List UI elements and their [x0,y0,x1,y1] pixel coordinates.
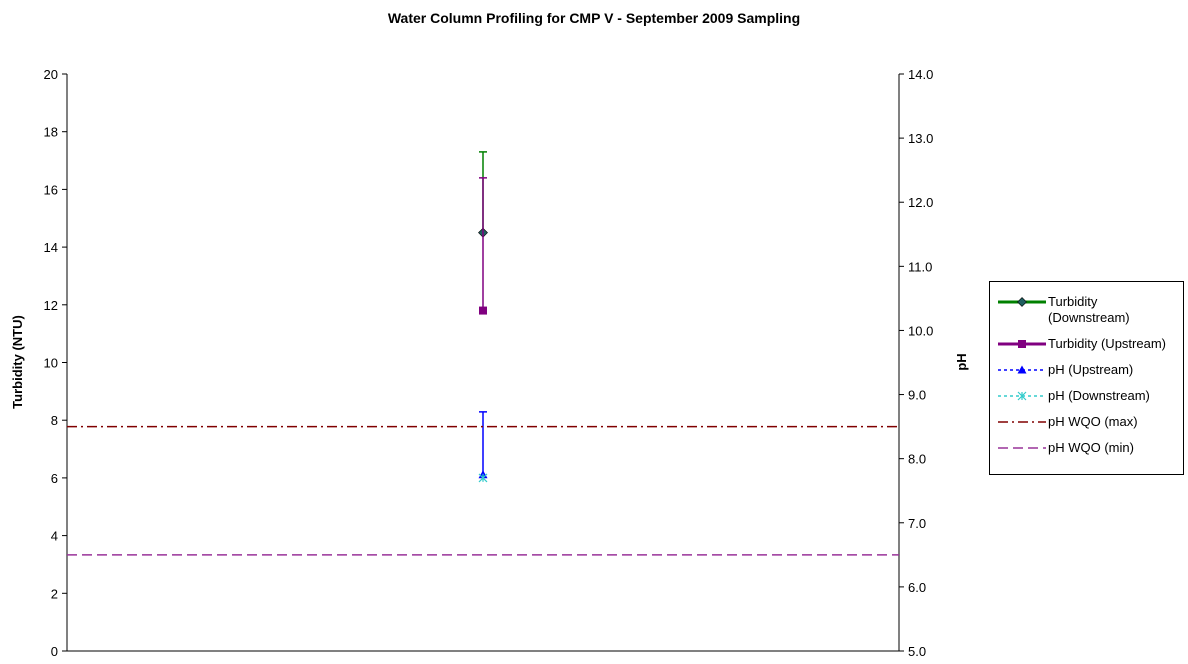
y-tick-label: 20 [44,67,58,82]
y2-tick-label: 8.0 [908,452,926,467]
marker [1017,297,1027,307]
legend-swatch [998,365,1046,374]
y-tick-label: 4 [51,529,58,544]
legend-label: Turbidity (Upstream) [1048,336,1166,351]
legend-swatch [998,391,1046,401]
legend-label: pH (Upstream) [1048,362,1134,377]
legend-swatch [998,421,1046,423]
y2-tick-label: 9.0 [908,388,926,403]
legend-swatch [998,447,1046,449]
y2-tick-label: 14.0 [908,67,933,82]
y-tick-label: 6 [51,471,58,486]
marker [478,473,488,483]
legend-entry: Turbidity (Upstream) [994,336,1183,352]
y-axis-label: Turbidity (NTU) [10,315,25,409]
y2-axis-label: pH [954,353,969,370]
y2-tick-label: 10.0 [908,323,933,338]
marker [1018,340,1026,348]
y2-tick-label: 5.0 [908,644,926,659]
y-tick-label: 18 [44,125,58,140]
legend-label: pH WQO (min) [1048,440,1134,455]
y-tick-label: 8 [51,413,58,428]
y-tick-label: 0 [51,644,58,659]
marker [479,306,487,315]
y2-tick-label: 7.0 [908,516,926,531]
y-tick-label: 12 [44,298,58,313]
y2-tick-label: 6.0 [908,580,926,595]
legend-label: Turbidity (Downstream) [1048,294,1130,325]
marker [1017,391,1027,401]
y-tick-label: 14 [44,240,58,255]
y-tick-label: 10 [44,356,58,371]
legend-label: pH WQO (max) [1048,414,1138,429]
legend: Turbidity (Downstream) Turbidity (Upstrea… [989,281,1184,475]
y2-tick-label: 12.0 [908,195,933,210]
y2-tick-label: 13.0 [908,131,933,146]
legend-label: pH (Downstream) [1048,388,1150,403]
legend-swatch [998,297,1046,307]
marker [1017,365,1027,374]
chart-title: Water Column Profiling for CMP V - Septe… [388,10,800,26]
legend-swatch [998,340,1046,348]
y2-tick-label: 11.0 [908,259,932,274]
y-tick-label: 2 [51,586,58,601]
y-tick-label: 16 [44,182,58,197]
legend-entry: pH WQO (min) [994,440,1183,456]
legend-entry: pH WQO (max) [994,414,1183,430]
legend-entry: pH (Downstream) [994,388,1183,404]
legend-entry: pH (Upstream) [994,362,1183,378]
legend-entry: Turbidity (Downstream) [994,294,1183,326]
